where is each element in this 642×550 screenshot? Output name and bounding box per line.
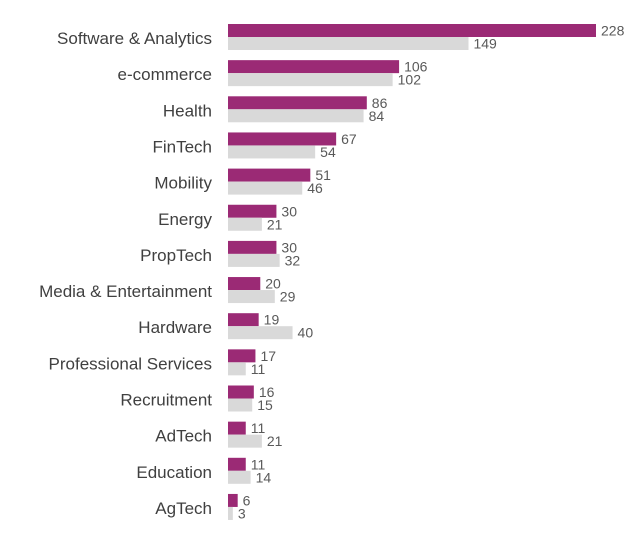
data-label-media-and-entertainment-series-2: 29 [280, 289, 296, 305]
bar-adtech-series-1 [228, 421, 246, 435]
bar-e-commerce-series-2 [228, 73, 393, 87]
bar-media-and-entertainment-series-2 [228, 290, 275, 304]
bar-energy-series-2 [228, 217, 262, 231]
bar-media-and-entertainment-series-1 [228, 277, 261, 291]
bar-hardware-series-2 [228, 326, 293, 340]
category-label-education: Education [136, 463, 212, 482]
bar-mobility-series-1 [228, 168, 311, 182]
bar-proptech-series-1 [228, 240, 277, 254]
category-label-media-and-entertainment: Media & Entertainment [39, 282, 212, 301]
category-label-hardware: Hardware [138, 318, 212, 337]
bar-energy-series-1 [228, 204, 277, 218]
category-label-proptech: PropTech [140, 246, 212, 265]
data-label-hardware-series-2: 40 [298, 325, 314, 341]
bar-professional-services-series-2 [228, 362, 246, 376]
category-label-professional-services: Professional Services [49, 354, 212, 373]
bar-agtech-series-1 [228, 493, 238, 507]
bar-software-and-analytics-series-1 [228, 24, 596, 37]
data-label-fintech-series-1: 67 [341, 131, 357, 147]
bar-e-commerce-series-1 [228, 60, 400, 74]
data-label-e-commerce-series-2: 102 [398, 72, 422, 88]
data-label-agtech-series-2: 3 [238, 505, 246, 521]
category-label-agtech: AgTech [155, 499, 212, 518]
data-label-energy-series-2: 21 [267, 216, 283, 232]
data-label-e-commerce-series-1: 106 [404, 59, 428, 75]
data-label-software-and-analytics-series-2: 149 [473, 36, 497, 52]
data-label-recruitment-series-1: 16 [259, 384, 275, 400]
bar-education-series-1 [228, 457, 246, 471]
category-label-energy: Energy [158, 210, 212, 229]
data-label-health-series-2: 84 [369, 108, 385, 124]
data-label-adtech-series-2: 21 [267, 433, 283, 449]
bar-agtech-series-2 [228, 506, 233, 520]
category-label-software-and-analytics: Software & Analytics [57, 29, 212, 48]
bar-mobility-series-2 [228, 181, 303, 195]
category-label-adtech: AdTech [155, 427, 212, 446]
data-label-agtech-series-1: 6 [243, 492, 251, 508]
data-label-mobility-series-1: 51 [315, 167, 331, 183]
data-label-recruitment-series-2: 15 [257, 397, 273, 413]
data-label-fintech-series-2: 54 [320, 144, 336, 160]
data-label-hardware-series-1: 19 [264, 312, 280, 328]
bar-hardware-series-1 [228, 313, 259, 327]
category-label-fintech: FinTech [152, 137, 212, 156]
category-label-mobility: Mobility [154, 174, 212, 193]
bar-fintech-series-2 [228, 145, 316, 159]
bar-recruitment-series-1 [228, 385, 254, 399]
category-label-e-commerce: e-commerce [118, 65, 212, 84]
data-label-software-and-analytics-series-1: 228 [601, 23, 625, 39]
bar-professional-services-series-1 [228, 349, 256, 363]
data-label-energy-series-1: 30 [281, 203, 297, 219]
bar-health-series-2 [228, 109, 364, 123]
data-label-professional-services-series-1: 17 [260, 348, 276, 364]
data-label-professional-services-series-2: 11 [251, 361, 266, 377]
bar-adtech-series-2 [228, 434, 262, 448]
data-label-education-series-2: 14 [256, 469, 272, 485]
data-label-proptech-series-2: 32 [285, 252, 301, 268]
bar-proptech-series-2 [228, 253, 280, 267]
bar-software-and-analytics-series-2 [228, 37, 469, 50]
category-label-recruitment: Recruitment [120, 391, 212, 410]
data-label-mobility-series-2: 46 [307, 180, 323, 196]
category-label-health: Health [163, 101, 212, 120]
data-label-education-series-1: 11 [251, 456, 266, 472]
data-label-health-series-1: 86 [372, 95, 388, 111]
data-label-media-and-entertainment-series-1: 20 [265, 276, 281, 292]
bar-fintech-series-1 [228, 132, 337, 146]
bar-education-series-2 [228, 470, 251, 484]
data-label-proptech-series-1: 30 [281, 239, 297, 255]
data-label-adtech-series-1: 11 [251, 420, 266, 436]
bar-recruitment-series-2 [228, 398, 253, 412]
bar-health-series-1 [228, 96, 367, 110]
